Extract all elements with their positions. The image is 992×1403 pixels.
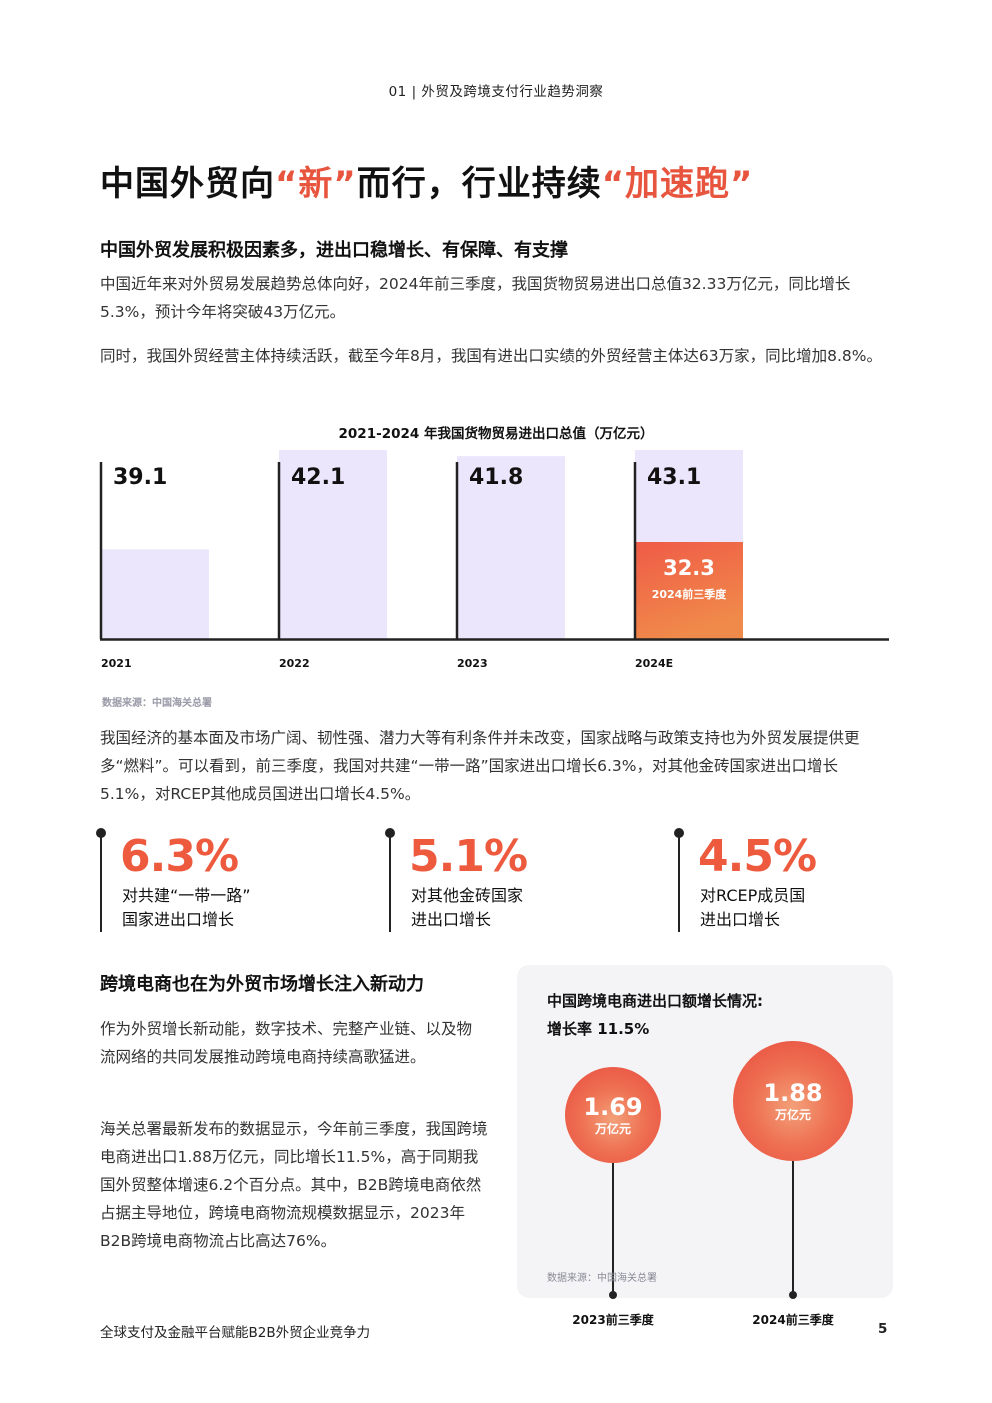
section1-heading: 中国外贸发展积极因素多，进出口稳增长、有保障、有支撑 (100, 240, 568, 261)
title-part-2: 而行，行业持续 (356, 164, 602, 204)
ecommerce-panel: 中国跨境电商进出口额增长情况: 增长率 11.5% 1.69 万亿元 2023前三… (517, 965, 893, 1327)
circle-value: 1.69 (583, 1093, 643, 1121)
stat-dot-icon (385, 828, 395, 838)
panel-title-line-1: 中国跨境电商进出口额增长情况: (547, 992, 764, 1010)
stat-value: 4.5% (698, 831, 817, 882)
circle-stem (612, 1163, 614, 1295)
bar-2023 (457, 456, 565, 639)
stat-label-line-2: 国家进出口增长 (122, 910, 235, 929)
circle-item-2023: 1.69 万亿元 2023前三季度 (548, 1067, 678, 1328)
stat-value: 5.1% (409, 831, 528, 882)
section1-paragraph-1: 中国近年来对外贸易发展趋势总体向好，2024年前三季度，我国货物贸易进出口总值3… (100, 275, 851, 321)
paragraph-3: 我国经济的基本面及市场广阔、韧性强、潜力大等有利条件并未改变，国家战略与政策支持… (100, 729, 860, 803)
category-label: 2022 (279, 657, 310, 670)
category-label: 2021 (101, 657, 132, 670)
stat-label-line-1: 对RCEP成员国 (700, 886, 806, 905)
circle-label: 2023前三季度 (572, 1313, 654, 1327)
circle-unit: 万亿元 (594, 1122, 631, 1136)
value-label: 42.1 (291, 465, 345, 490)
bar-2021 (101, 549, 209, 639)
chart-title: 2021-2024 年我国货物贸易进出口总值（万亿元） (338, 426, 654, 442)
bar-2022 (279, 450, 387, 639)
stat-label: 对共建“一带一路” 国家进出口增长 (122, 884, 251, 932)
value-label: 43.1 (647, 465, 701, 490)
stat-dot-icon (674, 828, 684, 838)
circle-unit: 万亿元 (774, 1108, 811, 1122)
stem-dot-icon (789, 1291, 797, 1299)
circle-value: 1.88 (763, 1079, 823, 1107)
footer-title: 全球支付及金融平台赋能B2B外贸企业竞争力 (100, 1325, 371, 1341)
highlight-value-label: 32.3 (663, 556, 715, 580)
section2-heading: 跨境电商也在为外贸市场增长注入新动力 (100, 974, 424, 995)
stat-dot-icon (96, 828, 106, 838)
circle-stem (792, 1161, 794, 1295)
page-number: 5 (878, 1321, 888, 1337)
section2-paragraph-1: 作为外贸增长新动能，数字技术、完整产业链、以及物流网络的共同发展推动跨境电商持续… (100, 1020, 473, 1066)
highlight-label: 2024前三季度 (652, 587, 728, 601)
stat-label-line-1: 对其他金砖国家 (411, 886, 524, 905)
stat-label-line-1: 对共建“一带一路” (122, 886, 251, 905)
page-header: 01 | 外贸及跨境支付行业趋势洞察 (388, 84, 604, 100)
panel-title-line-2: 增长率 11.5% (547, 1020, 650, 1038)
stat-value: 6.3% (120, 831, 239, 882)
section1-paragraph-2: 同时，我国外贸经营主体持续活跃，截至今年8月，我国有进出口实绩的外贸经营主体达6… (100, 347, 882, 365)
stat-label: 对其他金砖国家 进出口增长 (411, 884, 523, 932)
stat-divider (100, 834, 102, 932)
circle-label: 2024前三季度 (752, 1313, 834, 1327)
title-highlight-2: “加速跑” (601, 164, 754, 204)
stat-divider (678, 834, 680, 932)
section2-paragraph-2: 海关总署最新发布的数据显示，今年前三季度，我国跨境电商进出口1.88万亿元，同比… (100, 1120, 488, 1250)
bar-chart: 39.1 2021 42.1 2022 41.8 2023 32.3 2024前三季度 43.1… (99, 450, 889, 670)
stat-divider (389, 834, 391, 932)
stem-dot-icon (609, 1291, 617, 1299)
value-label: 39.1 (113, 465, 167, 490)
category-label: 2024E (635, 657, 673, 670)
chart-source: 数据来源：中国海关总署 (102, 698, 212, 709)
value-circle: 1.69 万亿元 (565, 1067, 661, 1163)
panel-title: 中国跨境电商进出口额增长情况: 增长率 11.5% (547, 987, 763, 1043)
bar-highlight-2024E (635, 542, 743, 639)
title-part-1: 中国外贸向 (100, 164, 275, 204)
panel-source: 数据来源：中国海关总署 (547, 1273, 657, 1284)
value-circle: 1.88 万亿元 (733, 1041, 853, 1161)
stat-label-line-2: 进出口增长 (411, 910, 492, 929)
page-title: 中国外贸向“新”而行，行业持续“加速跑” (100, 156, 753, 205)
stat-label-line-2: 进出口增长 (700, 910, 781, 929)
title-highlight-1: “新” (275, 164, 357, 204)
circle-item-2024: 1.88 万亿元 2024前三季度 (728, 1041, 858, 1328)
category-label: 2023 (457, 657, 488, 670)
value-label: 41.8 (469, 465, 523, 490)
stat-label: 对RCEP成员国 进出口增长 (700, 884, 805, 932)
